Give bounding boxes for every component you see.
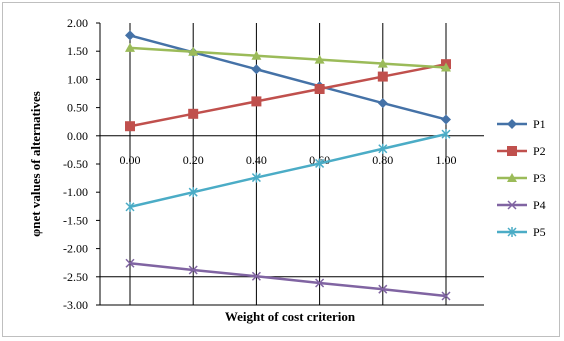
data-point (314, 54, 325, 64)
data-point (188, 265, 198, 275)
y-tick-label: -2.00 (63, 242, 88, 256)
x-tick-label: 0.40 (246, 153, 267, 167)
legend-item-p3: P3 (497, 171, 546, 185)
data-point-stroke (125, 258, 135, 268)
y-tick-label: 1.50 (67, 44, 88, 58)
legend-item-p1: P1 (497, 117, 546, 131)
series-line (129, 46, 447, 69)
data-point (378, 143, 388, 154)
data-point (378, 284, 388, 294)
data-point (125, 201, 135, 212)
data-point (315, 278, 325, 288)
y-tick-label: -1.50 (63, 213, 88, 227)
data-point (507, 146, 517, 156)
x-tick-label: 0.20 (183, 153, 204, 167)
x-tick-label: 0.00 (120, 153, 141, 167)
data-point (188, 46, 199, 56)
y-tick-label: 0.00 (67, 129, 88, 143)
data-point (251, 64, 262, 75)
y-tick-label: -1.00 (63, 185, 88, 199)
legend-label: P3 (533, 171, 546, 185)
y-axis-ticks: 2.00 1.50 1.00 0.50 0.00 -0.50 -1.00 -1.50 -2.00… (63, 16, 100, 312)
data-point (315, 158, 325, 169)
series-line (129, 34, 447, 121)
y-tick-label: 2.00 (67, 16, 88, 30)
y-tick-label: -0.50 (63, 157, 88, 171)
data-point-stroke (251, 271, 261, 281)
data-point (441, 129, 451, 140)
data-point (441, 62, 451, 72)
data-point (507, 119, 517, 129)
y-tick-label: -3.00 (63, 298, 88, 312)
legend-item-p5: P5 (497, 225, 546, 239)
series-p1 (125, 30, 451, 125)
data-point (125, 42, 135, 52)
data-point (125, 258, 135, 268)
y-tick-label: -2.50 (63, 270, 88, 284)
x-axis-ticks: 0.00 0.20 0.40 0.60 0.80 1.00 (120, 153, 457, 167)
x-tick-label: 0.80 (372, 153, 393, 167)
data-point-stroke (378, 284, 388, 294)
data-point (125, 30, 135, 41)
series-p4 (125, 258, 451, 301)
series-p3 (125, 42, 451, 72)
legend-item-p2: P2 (497, 144, 546, 158)
data-point (251, 271, 261, 281)
data-point (377, 58, 388, 68)
data-point (507, 200, 517, 210)
x-tick-label: 1.00 (436, 153, 457, 167)
data-point-stroke (507, 200, 517, 210)
data-point-stroke (441, 291, 451, 301)
data-point (314, 83, 325, 94)
legend: P1 P2 P3 P4 P5 (497, 117, 546, 239)
gridlines (99, 23, 484, 306)
data-point (251, 172, 261, 183)
series-line (129, 262, 447, 298)
legend-label: P2 (533, 144, 546, 158)
data-point (125, 121, 135, 132)
series-line (129, 62, 447, 128)
data-point-stroke (315, 278, 325, 288)
data-point (441, 291, 451, 301)
series-group (125, 30, 451, 301)
legend-label: P4 (533, 198, 546, 212)
data-point (377, 71, 388, 82)
data-point (188, 108, 199, 119)
data-point (188, 187, 198, 198)
data-point (251, 50, 262, 60)
data-point (507, 173, 517, 182)
y-tick-label: 0.50 (67, 101, 88, 115)
series-p2 (125, 59, 451, 132)
data-point (377, 98, 388, 109)
data-point (251, 96, 262, 107)
data-point (507, 227, 517, 237)
legend-label: P1 (533, 117, 546, 131)
series-line (129, 132, 447, 209)
data-point (441, 114, 451, 125)
series-p5 (125, 129, 451, 212)
data-point-stroke (188, 265, 198, 275)
y-axis-label: φnet values of alternatives (28, 91, 43, 237)
legend-label: P5 (533, 225, 546, 239)
x-axis-label: Weight of cost criterion (225, 309, 356, 324)
y-tick-label: 1.00 (67, 72, 88, 86)
legend-item-p4: P4 (497, 198, 546, 212)
